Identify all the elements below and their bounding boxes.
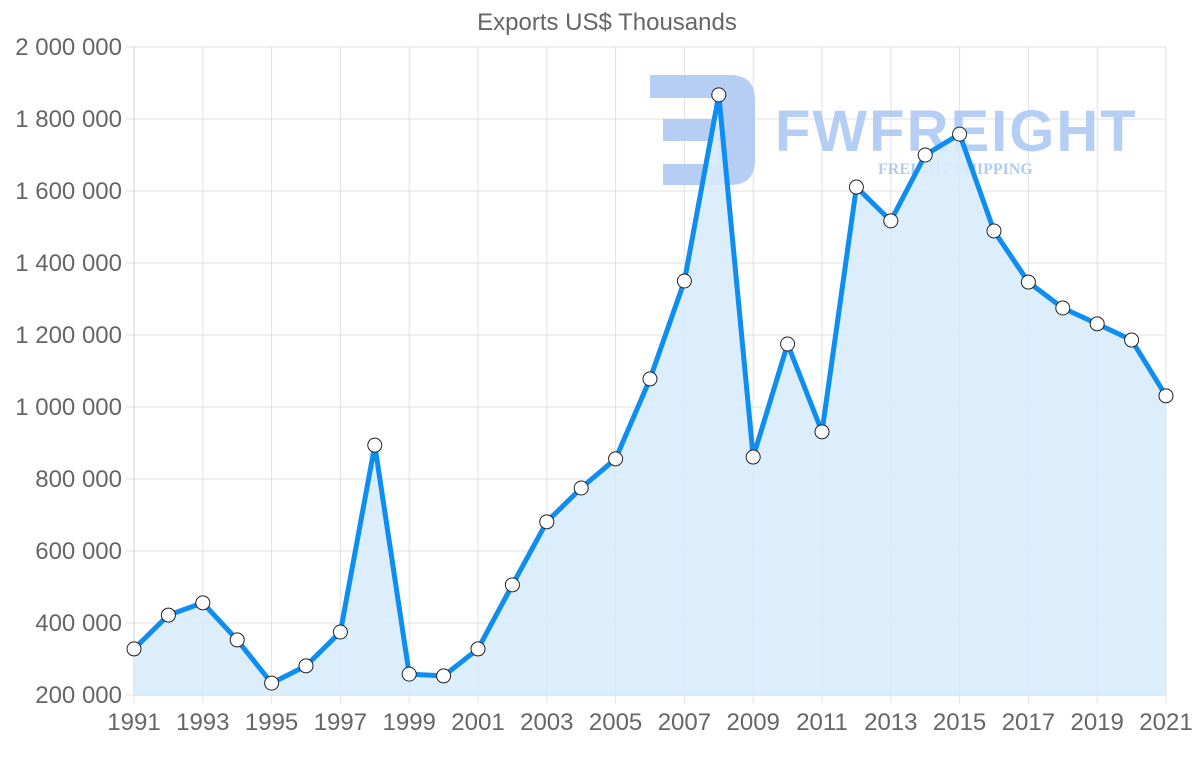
data-point[interactable] [1020, 274, 1036, 290]
data-point[interactable] [401, 666, 417, 682]
x-tick-label: 1999 [383, 709, 436, 736]
data-point[interactable] [160, 607, 176, 623]
data-point[interactable] [986, 223, 1002, 239]
data-point[interactable] [848, 179, 864, 195]
data-point[interactable] [917, 147, 933, 163]
y-tick-label: 600 000 [35, 538, 122, 565]
data-point[interactable] [264, 675, 280, 691]
y-tick-label: 1 200 000 [15, 322, 122, 349]
x-tick-label: 2011 [796, 709, 848, 736]
data-point[interactable] [711, 87, 727, 103]
data-point[interactable] [814, 424, 830, 440]
data-point[interactable] [1055, 300, 1071, 316]
x-tick-label: 2003 [520, 709, 573, 736]
x-tick-label: 2005 [589, 709, 642, 736]
y-tick-label: 1 400 000 [15, 250, 122, 277]
data-point[interactable] [676, 273, 692, 289]
area-fill [134, 94, 1166, 695]
x-tick-label: 2009 [727, 709, 780, 736]
x-tick-label: 2019 [1071, 709, 1124, 736]
data-point[interactable] [195, 595, 211, 611]
data-point[interactable] [470, 641, 486, 657]
x-tick-label: 1993 [176, 709, 229, 736]
data-point[interactable] [367, 437, 383, 453]
data-point[interactable] [573, 480, 589, 496]
data-point[interactable] [1124, 332, 1140, 348]
y-axis: 2 000 000 1 800 000 1 600 000 1 400 000 1 20… [15, 34, 122, 709]
data-point[interactable] [1089, 316, 1105, 332]
data-point[interactable] [780, 336, 796, 352]
data-point[interactable] [126, 641, 142, 657]
chart-title: Exports US$ Thousands [477, 9, 737, 36]
fwfreight-logo-icon [650, 75, 755, 185]
data-point[interactable] [952, 126, 968, 142]
x-tick-label: 2013 [864, 709, 917, 736]
x-axis: 1991 1993 1995 1997 1999 2001 2003 2005 2007 2009… [107, 709, 1192, 736]
x-tick-label: 1991 [107, 709, 160, 736]
data-point[interactable] [883, 213, 899, 229]
x-tick-label: 2001 [451, 709, 504, 736]
y-tick-label: 2 000 000 [15, 34, 122, 61]
y-tick-label: 1 600 000 [15, 178, 122, 205]
data-point[interactable] [504, 577, 520, 593]
data-point[interactable] [1158, 388, 1174, 404]
x-tick-label: 1995 [245, 709, 298, 736]
data-point[interactable] [642, 371, 658, 387]
data-point[interactable] [229, 632, 245, 648]
x-tick-label: 2017 [1002, 709, 1055, 736]
y-tick-label: 1 000 000 [15, 394, 122, 421]
data-markers [126, 87, 1174, 691]
data-point[interactable] [298, 658, 314, 674]
data-point[interactable] [608, 451, 624, 467]
data-point[interactable] [332, 624, 348, 640]
y-tick-label: 800 000 [35, 466, 122, 493]
data-point[interactable] [745, 449, 761, 465]
data-point[interactable] [436, 668, 452, 684]
x-tick-label: 1997 [314, 709, 367, 736]
data-point[interactable] [539, 514, 555, 530]
x-tick-label: 2015 [933, 709, 986, 736]
x-tick-label: 2007 [658, 709, 711, 736]
y-tick-label: 400 000 [35, 610, 122, 637]
y-tick-label: 200 000 [35, 682, 122, 709]
x-tick-label: 2021 [1139, 709, 1192, 736]
y-tick-label: 1 800 000 [15, 106, 122, 133]
